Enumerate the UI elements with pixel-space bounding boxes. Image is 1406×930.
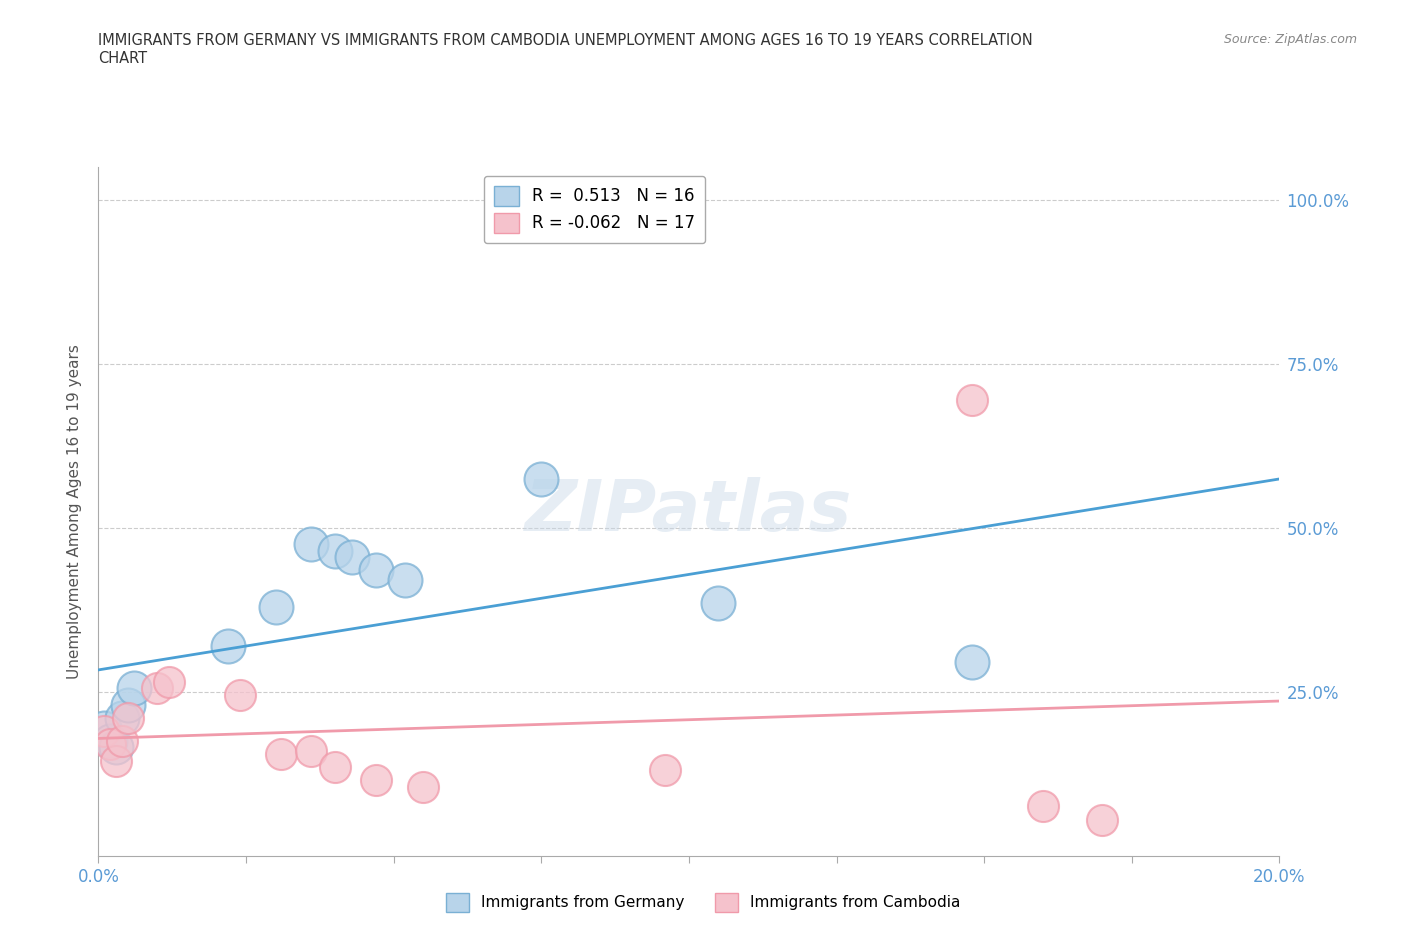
Point xyxy=(122,681,145,696)
Point xyxy=(299,537,322,551)
Point xyxy=(157,674,180,689)
Text: ZIPatlas: ZIPatlas xyxy=(526,477,852,546)
Point xyxy=(323,760,346,775)
Legend: Immigrants from Germany, Immigrants from Cambodia: Immigrants from Germany, Immigrants from… xyxy=(440,887,966,918)
Point xyxy=(98,737,121,751)
Point xyxy=(1091,812,1114,827)
Point xyxy=(323,543,346,558)
Y-axis label: Unemployment Among Ages 16 to 19 years: Unemployment Among Ages 16 to 19 years xyxy=(67,344,83,679)
Point xyxy=(98,734,121,749)
Point xyxy=(117,698,139,712)
Point xyxy=(229,687,252,702)
Point xyxy=(1032,799,1054,814)
Point xyxy=(299,743,322,758)
Legend: R =  0.513   N = 16, R = -0.062   N = 17: R = 0.513 N = 16, R = -0.062 N = 17 xyxy=(484,176,706,243)
Point xyxy=(105,740,128,755)
Point xyxy=(111,734,134,749)
Point xyxy=(217,638,239,653)
Point xyxy=(117,711,139,725)
Point xyxy=(270,747,292,762)
Point xyxy=(364,563,387,578)
Point xyxy=(412,779,434,794)
Point xyxy=(146,681,169,696)
Point xyxy=(105,753,128,768)
Point xyxy=(530,472,553,486)
Text: IMMIGRANTS FROM GERMANY VS IMMIGRANTS FROM CAMBODIA UNEMPLOYMENT AMONG AGES 16 T: IMMIGRANTS FROM GERMANY VS IMMIGRANTS FR… xyxy=(98,33,1033,47)
Point xyxy=(707,596,730,611)
Point xyxy=(93,724,115,738)
Point xyxy=(962,392,984,407)
Point xyxy=(364,773,387,788)
Point xyxy=(394,573,416,588)
Point xyxy=(654,763,676,777)
Point xyxy=(93,721,115,736)
Text: Source: ZipAtlas.com: Source: ZipAtlas.com xyxy=(1223,33,1357,46)
Point xyxy=(111,711,134,725)
Point xyxy=(342,550,364,565)
Point xyxy=(962,655,984,670)
Point xyxy=(264,599,287,614)
Text: CHART: CHART xyxy=(98,51,148,66)
